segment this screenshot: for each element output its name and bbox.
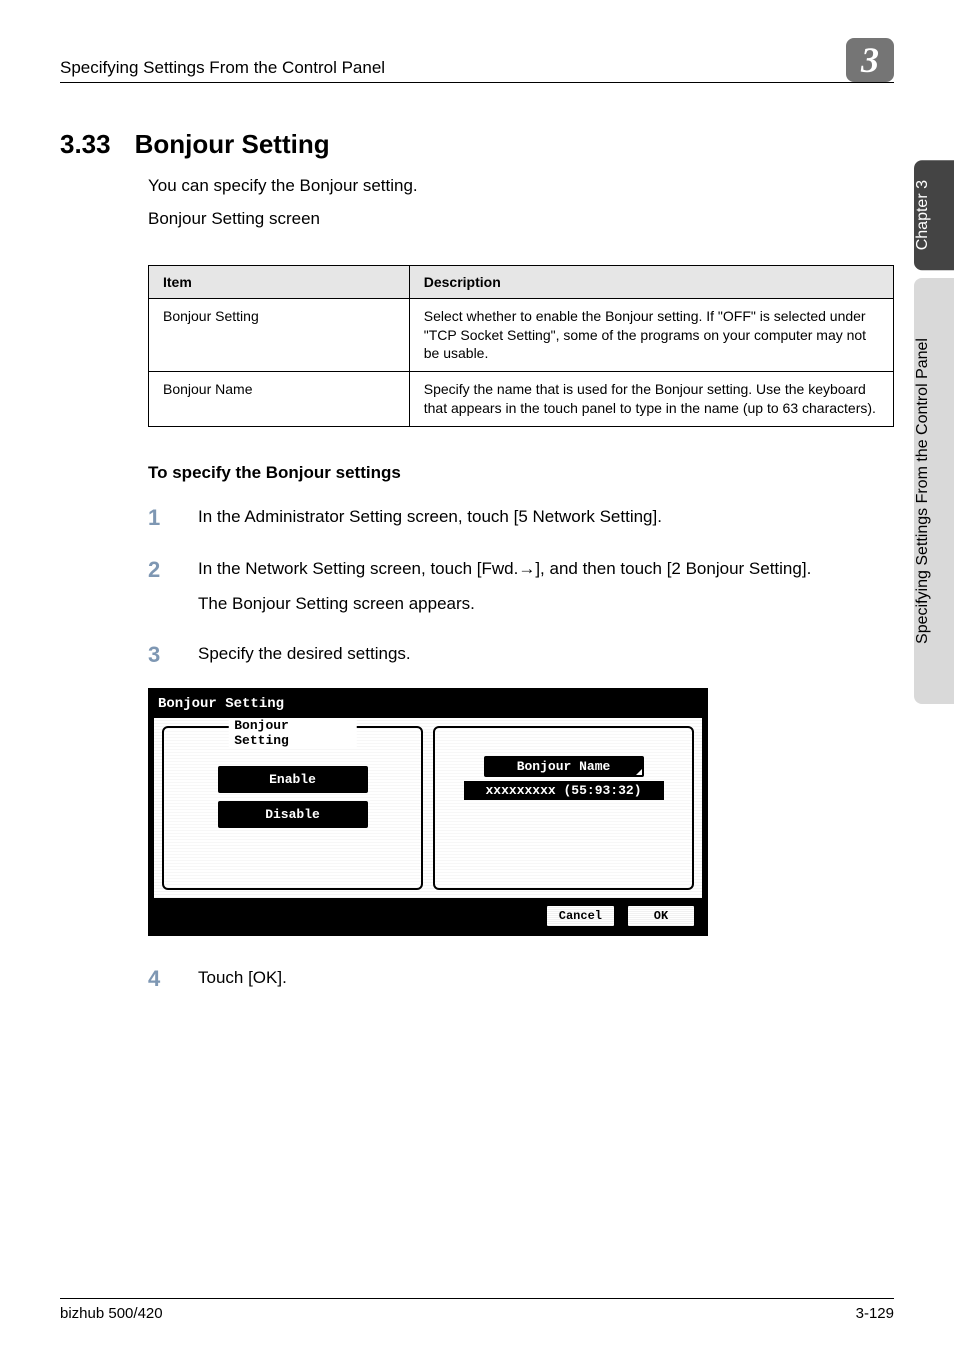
table-cell-desc: Select whether to enable the Bonjour set…	[409, 298, 893, 372]
table-header-item: Item	[149, 265, 410, 298]
side-tab: Chapter 3 Specifying Settings From the C…	[914, 160, 954, 704]
section-title: Bonjour Setting	[135, 129, 330, 160]
description-table: Item Description Bonjour Setting Select …	[148, 265, 894, 427]
step-subtext: The Bonjour Setting screen appears.	[198, 592, 894, 617]
left-panel-title: Bonjour Setting	[228, 718, 357, 748]
screen-label: Bonjour Setting screen	[148, 209, 894, 229]
step-text: Touch [OK].	[198, 966, 894, 992]
section-number: 3.33	[60, 129, 111, 160]
bonjour-name-value: xxxxxxxxx (55:93:32)	[464, 781, 664, 800]
step-number: 4	[148, 966, 168, 992]
step-text: In the Network Setting screen, touch [Fw…	[198, 557, 894, 582]
ok-button[interactable]: OK	[626, 904, 696, 928]
enable-button[interactable]: Enable	[218, 766, 368, 793]
footer-right: 3-129	[856, 1305, 894, 1322]
bonjour-setting-screen: Bonjour Setting Bonjour Setting Enable D…	[148, 688, 708, 936]
step-number: 3	[148, 642, 168, 668]
side-chapter-label: Chapter 3	[914, 160, 954, 270]
step-text: Specify the desired settings.	[198, 642, 894, 668]
steps-list: 1 In the Administrator Setting screen, t…	[148, 505, 894, 992]
breadcrumb: Specifying Settings From the Control Pan…	[60, 58, 385, 78]
table-cell-desc: Specify the name that is used for the Bo…	[409, 372, 893, 427]
step-text: In the Administrator Setting screen, tou…	[198, 505, 894, 531]
step-number: 2	[148, 557, 168, 616]
bonjour-name-button[interactable]: Bonjour Name	[484, 756, 644, 777]
procedure-heading: To specify the Bonjour settings	[148, 463, 894, 483]
table-cell-item: Bonjour Name	[149, 372, 410, 427]
step-number: 1	[148, 505, 168, 531]
disable-button[interactable]: Disable	[218, 801, 368, 828]
chapter-number-badge: 3	[846, 38, 894, 82]
table-row: Bonjour Name Specify the name that is us…	[149, 372, 894, 427]
screen-title: Bonjour Setting	[154, 694, 702, 718]
table-row: Bonjour Setting Select whether to enable…	[149, 298, 894, 372]
intro-text: You can specify the Bonjour setting.	[148, 174, 894, 199]
left-panel: Bonjour Setting Enable Disable	[162, 726, 423, 890]
footer-left: bizhub 500/420	[60, 1305, 163, 1322]
table-header-desc: Description	[409, 265, 893, 298]
right-panel: Bonjour Name xxxxxxxxx (55:93:32)	[433, 726, 694, 890]
side-section-label: Specifying Settings From the Control Pan…	[914, 278, 954, 704]
table-cell-item: Bonjour Setting	[149, 298, 410, 372]
cancel-button[interactable]: Cancel	[545, 904, 616, 928]
